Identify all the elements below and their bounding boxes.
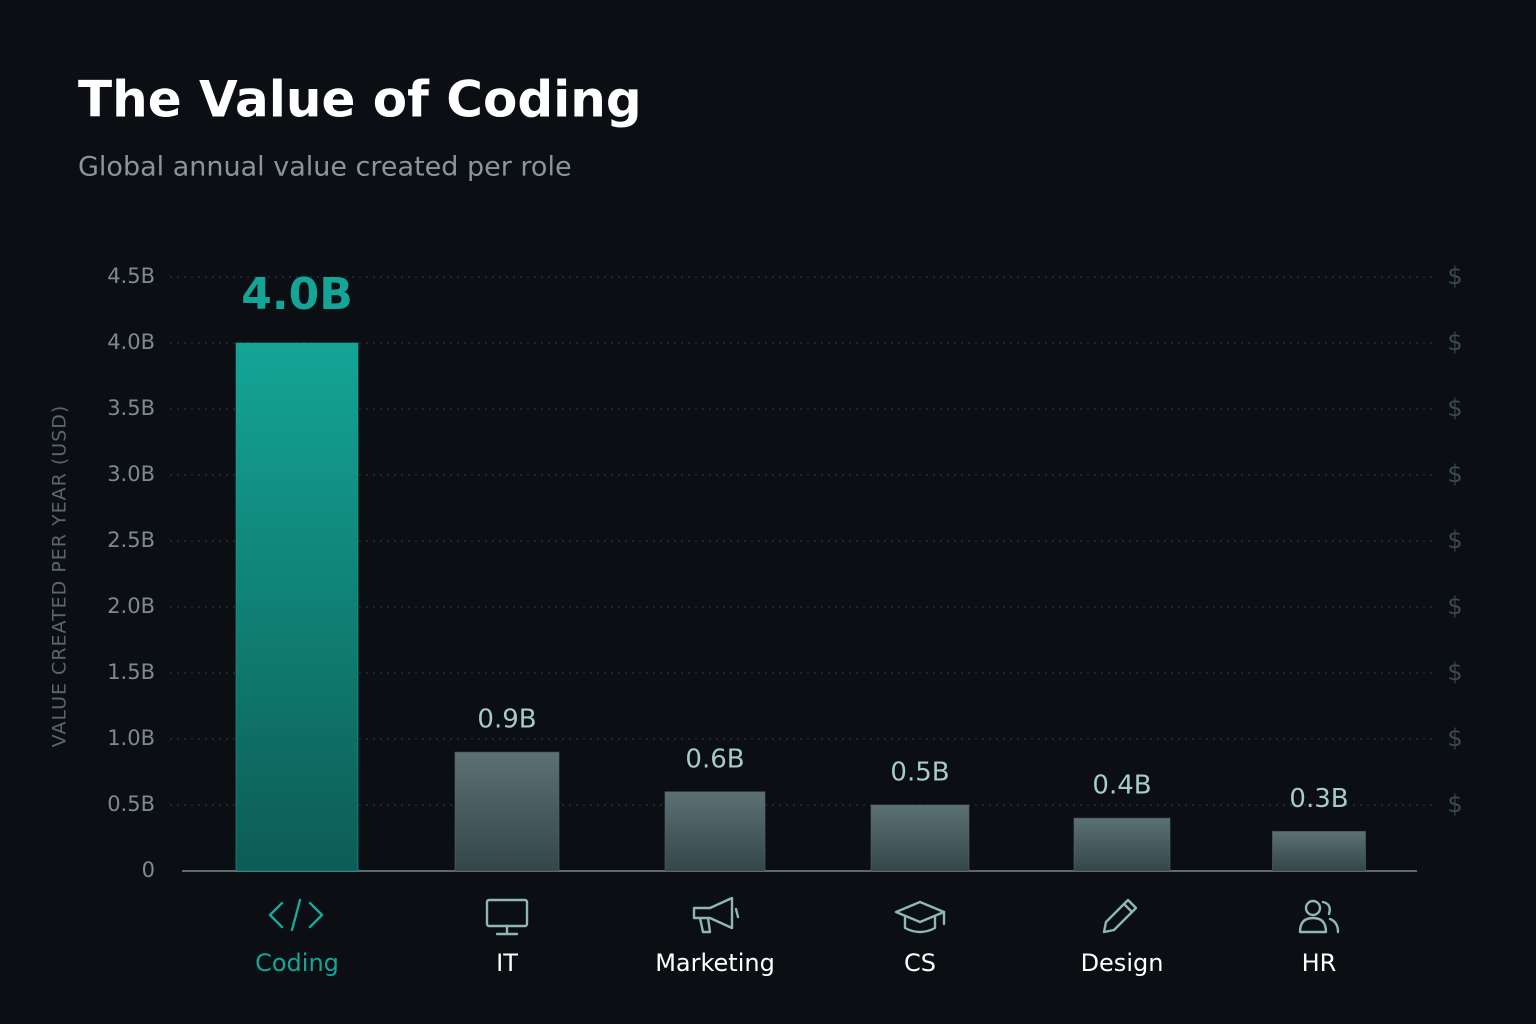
icon-hr [1298, 899, 1340, 934]
bar [454, 751, 560, 872]
x-tick-label: HR [1302, 949, 1337, 977]
value-label: 4.0B [241, 269, 352, 320]
value-label: 0.9B [477, 705, 536, 735]
right-tick-label: $ [1447, 592, 1462, 620]
x-tick-label: Design [1081, 949, 1164, 977]
y-tick-label: 4.5B [107, 264, 155, 288]
icon-coding [268, 898, 324, 932]
value-label: 0.6B [685, 744, 744, 774]
right-tick-label: $ [1447, 394, 1462, 422]
y-tick-label: 1.0B [107, 726, 155, 750]
y-tick-label: 3.5B [107, 396, 155, 420]
bar [870, 804, 970, 872]
x-tick-label: Coding [255, 949, 339, 977]
icon-design [1102, 898, 1138, 934]
y-tick-label: 0 [142, 858, 155, 882]
right-tick-label: $ [1447, 262, 1462, 290]
bar [1272, 830, 1366, 872]
y-tick-label: 2.0B [107, 594, 155, 618]
right-tick-label: $ [1447, 328, 1462, 356]
x-tick-label: IT [496, 949, 518, 977]
x-tick-label: CS [904, 949, 936, 977]
bar [664, 791, 766, 872]
chart-title: The Value of Coding [78, 71, 642, 129]
value-label: 0.4B [1092, 771, 1151, 801]
icon-it [485, 898, 529, 936]
x-tick-label: Marketing [655, 949, 775, 977]
y-tick-label: 4.0B [107, 330, 155, 354]
right-tick-label: $ [1447, 526, 1462, 554]
right-tick-label: $ [1447, 724, 1462, 752]
value-label: 0.3B [1289, 784, 1348, 814]
right-tick-label: $ [1447, 460, 1462, 488]
y-tick-label: 1.5B [107, 660, 155, 684]
y-tick-label: 0.5B [107, 792, 155, 816]
icon-marketing [692, 896, 740, 934]
value-label: 0.5B [890, 758, 949, 788]
y-tick-label: 3.0B [107, 462, 155, 486]
bar [235, 342, 359, 872]
y-tick-label: 2.5B [107, 528, 155, 552]
icon-cs [894, 900, 946, 934]
chart-subtitle: Global annual value created per role [78, 152, 572, 183]
bar [1073, 817, 1171, 872]
y-axis-label: VALUE CREATED PER YEAR (USD) [49, 405, 71, 748]
right-tick-label: $ [1447, 790, 1462, 818]
right-tick-label: $ [1447, 658, 1462, 686]
